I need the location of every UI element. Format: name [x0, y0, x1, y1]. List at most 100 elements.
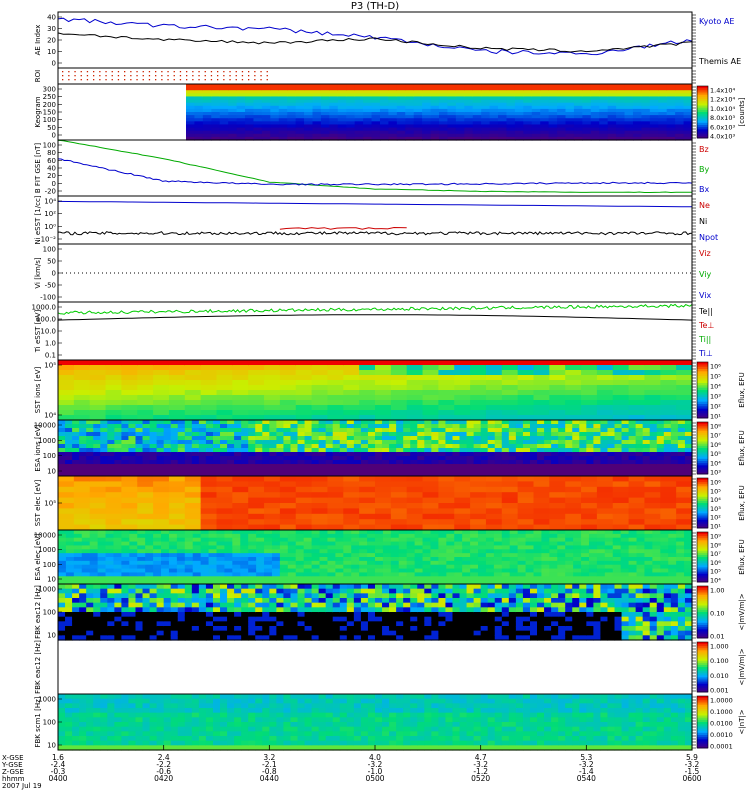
heatmap-cell — [327, 533, 336, 539]
heatmap-cell — [145, 545, 154, 550]
heatmap-cell — [396, 96, 406, 101]
heatmap-cell — [329, 102, 339, 107]
heatmap-cell — [264, 545, 273, 550]
heatmap-cell — [228, 93, 238, 98]
heatmap-cell — [523, 105, 533, 110]
heatmap-cell — [192, 557, 202, 562]
heatmap-cell — [224, 576, 233, 581]
heatmap-cell — [398, 549, 408, 554]
heatmap-cell — [343, 545, 352, 550]
heatmap-cell — [184, 468, 193, 473]
heatmap-cell — [332, 448, 341, 453]
heatmap-cell — [472, 90, 482, 94]
heatmap-cell — [121, 612, 130, 618]
heatmap-cell — [339, 432, 348, 437]
heatmap-cell — [533, 580, 543, 585]
heatmap-cell — [565, 370, 582, 376]
heatmap-cell — [58, 630, 66, 636]
heatmap-cell — [232, 486, 249, 493]
heatmap-cell — [573, 564, 582, 570]
heatmap-cell — [676, 508, 693, 515]
heatmap-cell — [529, 472, 538, 477]
heatmap-cell — [375, 588, 383, 594]
heatmap-cell — [620, 557, 630, 562]
heatmap-cell — [455, 127, 465, 132]
heatmap-cell — [73, 576, 83, 581]
heatmap-cell — [628, 390, 646, 396]
heatmap-cell — [105, 486, 122, 493]
heatmap-cell — [359, 400, 376, 406]
heatmap-cell — [624, 93, 634, 98]
heatmap-cell — [137, 537, 146, 543]
heatmap-cell — [79, 607, 87, 613]
heatmap-cell — [205, 630, 214, 636]
heatmap-cell — [607, 424, 616, 429]
heatmap-cell — [168, 370, 186, 376]
heatmap-cell — [417, 452, 425, 457]
heatmap-cell — [295, 560, 305, 566]
heatmap-cell — [481, 133, 491, 138]
heatmap-cell — [65, 537, 75, 543]
heatmap-cell — [200, 560, 210, 566]
heatmap-cell — [256, 541, 265, 547]
heatmap-cell — [351, 541, 360, 547]
heatmap-cell — [329, 133, 339, 138]
heatmap-cell — [406, 564, 416, 570]
heatmap-cell — [276, 424, 285, 429]
heatmap-cell — [382, 626, 390, 632]
heatmap-cell — [58, 503, 75, 509]
heatmap-cell — [224, 568, 233, 574]
heatmap-cell — [382, 428, 390, 433]
heatmap-cell — [501, 420, 510, 425]
heatmap-cell — [262, 452, 270, 457]
heatmap-cell — [522, 428, 531, 433]
heatmap-cell — [396, 121, 406, 126]
heatmap-cell — [422, 375, 439, 381]
heatmap-cell — [485, 497, 503, 504]
heatmap-cell — [65, 564, 75, 570]
heatmap-cell — [517, 533, 527, 539]
heatmap-cell — [295, 121, 305, 126]
heatmap-cell — [607, 448, 616, 453]
heatmap-cell — [156, 448, 165, 453]
heatmap-cell — [676, 380, 693, 386]
heatmap-cell — [413, 96, 423, 101]
heatmap-cell — [620, 568, 630, 574]
heatmap-cell — [660, 486, 677, 493]
heatmap-cell — [604, 549, 614, 554]
heatmap-cell — [107, 621, 115, 627]
heatmap-cell — [216, 400, 233, 406]
heatmap-cell — [255, 456, 263, 461]
heatmap-cell — [86, 612, 94, 618]
heatmap-cell — [396, 616, 404, 622]
heatmap-cell — [413, 99, 423, 104]
heatmap-cell — [473, 468, 482, 473]
heatmap-cell — [684, 576, 693, 581]
heatmap-cell — [142, 607, 151, 613]
heatmap-cell — [489, 118, 499, 122]
heatmap-cell — [454, 503, 471, 509]
heatmap-cell — [318, 436, 327, 441]
heatmap-cell — [184, 440, 193, 445]
heatmap-cell — [142, 468, 151, 473]
heatmap-cell — [422, 390, 439, 396]
heatmap-cell — [287, 533, 297, 539]
heatmap-cell — [410, 444, 418, 449]
heatmap-cell — [295, 127, 305, 132]
heatmap-cell — [410, 602, 418, 608]
heatmap-cell — [541, 537, 550, 543]
heatmap-cell — [596, 513, 614, 520]
heatmap-cell — [406, 524, 424, 531]
heatmap-cell — [424, 444, 432, 449]
heatmap-cell — [573, 90, 583, 94]
heatmap-cell — [58, 380, 75, 386]
heatmap-cell — [430, 557, 439, 562]
heatmap-cell — [389, 598, 397, 604]
heatmap-cell — [241, 616, 249, 622]
heatmap-cell — [234, 598, 242, 604]
heatmap-cell — [228, 108, 238, 113]
heatmap-cell — [121, 576, 130, 581]
heatmap-cell — [581, 560, 590, 566]
heatmap-cell — [670, 444, 679, 449]
heatmap-cell — [607, 436, 616, 441]
